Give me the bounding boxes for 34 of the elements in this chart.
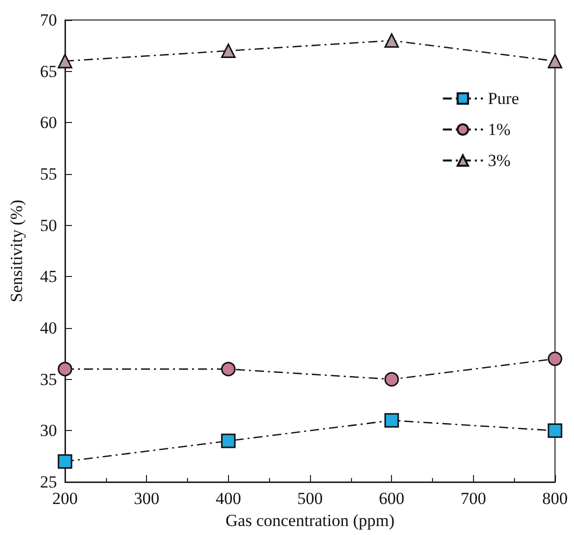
point: [548, 54, 562, 68]
x-tick-label: 400: [216, 489, 242, 508]
x-tick-label: 200: [52, 489, 78, 508]
point: [548, 352, 562, 366]
x-tick-label: 800: [542, 489, 568, 508]
x-axis-title: Gas concentration (ppm): [226, 510, 394, 530]
legend-label: Pure: [488, 89, 520, 108]
y-tick-label: 70: [40, 10, 57, 30]
y-tick-label: 60: [40, 113, 57, 132]
point: [58, 54, 72, 68]
point: [384, 33, 399, 48]
y-tick-label: 40: [40, 318, 57, 338]
y-tick-label: 35: [40, 370, 57, 389]
legend-label: 1%: [488, 120, 511, 139]
y-tick-label: 30: [40, 421, 57, 440]
y-tick-label: 55: [40, 164, 57, 184]
y-tick-label: 50: [40, 216, 57, 235]
x-tick-label: 300: [134, 489, 160, 508]
point: [58, 362, 72, 376]
point: [221, 44, 236, 58]
point: [548, 423, 562, 438]
point: [58, 454, 72, 469]
point: [384, 372, 399, 387]
x-tick-label: 700: [460, 489, 486, 508]
y-axis-title: Sensitivity (%): [7, 200, 26, 302]
x-tick-label: 500: [297, 489, 323, 508]
x-tick-label: 600: [378, 489, 404, 508]
y-tick-label: 45: [40, 267, 57, 286]
point: [221, 434, 236, 448]
point: [384, 413, 399, 428]
y-tick-label: 25: [40, 472, 57, 492]
y-tick-label: 65: [40, 62, 57, 81]
legend-label: 3%: [488, 151, 511, 170]
point: [221, 362, 236, 376]
